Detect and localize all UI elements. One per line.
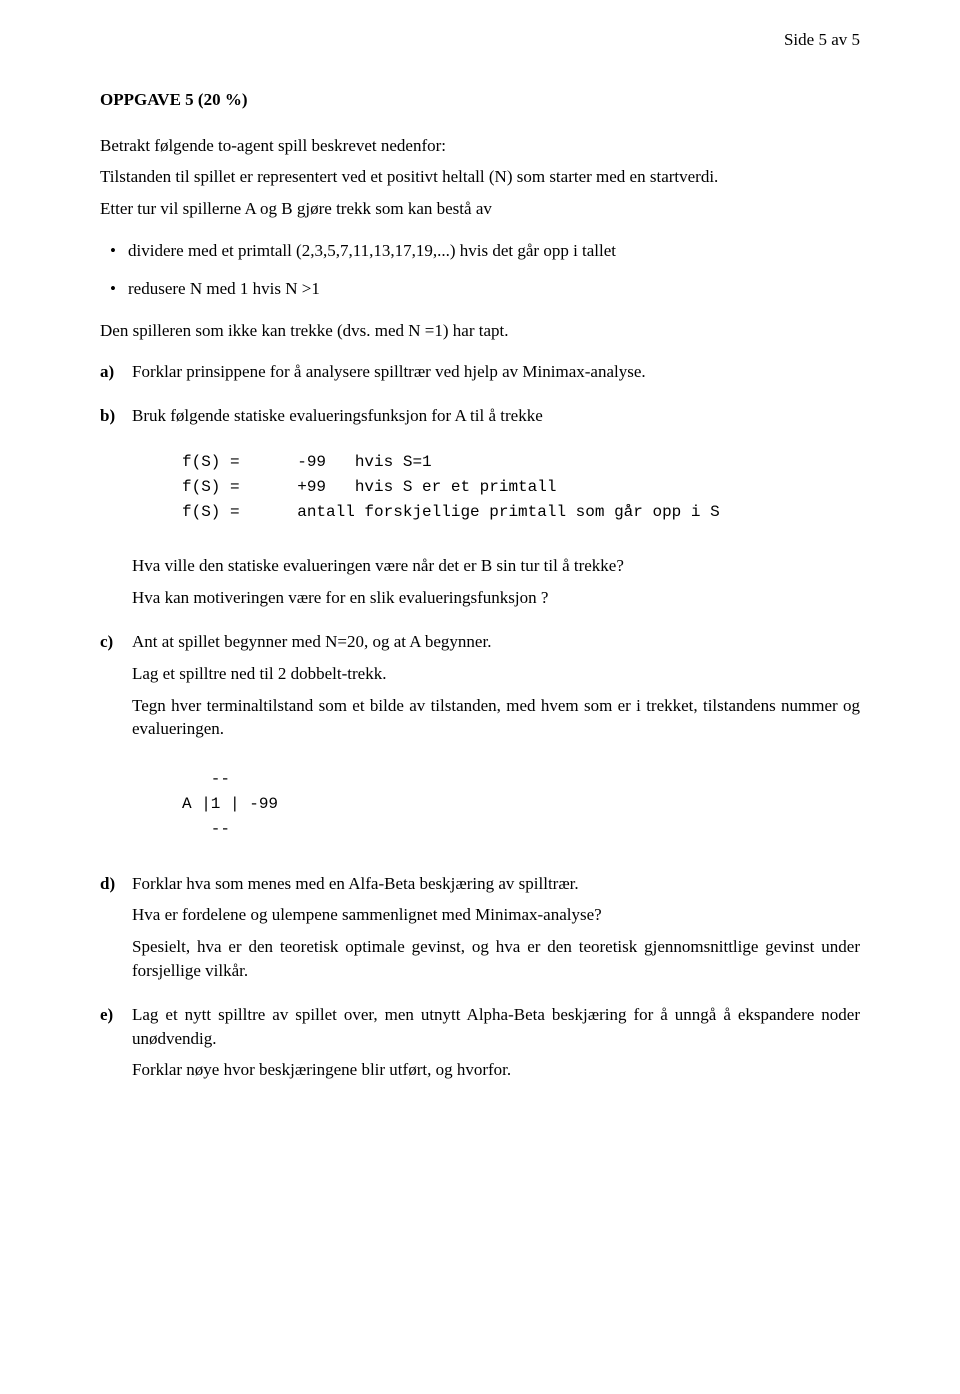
question-text: Hva kan motiveringen være for en slik ev… xyxy=(132,586,860,610)
intro-line-1: Betrakt følgende to-agent spill beskreve… xyxy=(100,134,860,158)
question-text: Lag et nytt spilltre av spillet over, me… xyxy=(132,1003,860,1051)
question-a: a) Forklar prinsippene for å analysere s… xyxy=(100,360,860,384)
question-e: e) Lag et nytt spilltre av spillet over,… xyxy=(100,1003,860,1082)
question-d: d) Forklar hva som menes med en Alfa-Bet… xyxy=(100,872,860,983)
question-list: a) Forklar prinsippene for å analysere s… xyxy=(100,360,860,1082)
question-label: a) xyxy=(100,360,114,384)
question-text: Hva er fordelene og ulempene sammenligne… xyxy=(132,903,860,927)
intro-line-2: Tilstanden til spillet er representert v… xyxy=(100,165,860,189)
question-text: Forklar prinsippene for å analysere spil… xyxy=(132,360,860,384)
bullet-item: dividere med et primtall (2,3,5,7,11,13,… xyxy=(100,239,860,263)
bullet-list: dividere med et primtall (2,3,5,7,11,13,… xyxy=(100,239,860,301)
terminal-state-diagram: -- A |1 | -99 -- xyxy=(182,767,860,841)
question-text: Hva ville den statiske evalueringen være… xyxy=(132,554,860,578)
question-c: c) Ant at spillet begynner med N=20, og … xyxy=(100,630,860,842)
intro-block: Betrakt følgende to-agent spill beskreve… xyxy=(100,134,860,221)
question-text: Ant at spillet begynner med N=20, og at … xyxy=(132,630,860,654)
question-text: Spesielt, hva er den teoretisk optimale … xyxy=(132,935,860,983)
question-text: Forklar nøye hvor beskjæringene blir utf… xyxy=(132,1058,860,1082)
question-label: b) xyxy=(100,404,115,428)
question-text: Forklar hva som menes med en Alfa-Beta b… xyxy=(132,872,860,896)
question-text: Lag et spilltre ned til 2 dobbelt-trekk. xyxy=(132,662,860,686)
evaluation-function-code: f(S) = -99 hvis S=1 f(S) = +99 hvis S er… xyxy=(182,450,860,524)
question-text: Bruk følgende statiske evalueringsfunksj… xyxy=(132,404,860,428)
intro-line-3: Etter tur vil spillerne A og B gjøre tre… xyxy=(100,197,860,221)
question-label: d) xyxy=(100,872,115,896)
question-text: Tegn hver terminaltilstand som et bilde … xyxy=(132,694,860,742)
problem-title: OPPGAVE 5 (20 %) xyxy=(100,88,860,112)
bullet-item: redusere N med 1 hvis N >1 xyxy=(100,277,860,301)
question-b: b) Bruk følgende statiske evalueringsfun… xyxy=(100,404,860,610)
question-label: e) xyxy=(100,1003,113,1027)
outro-text: Den spilleren som ikke kan trekke (dvs. … xyxy=(100,319,860,343)
question-label: c) xyxy=(100,630,113,654)
page-number: Side 5 av 5 xyxy=(100,28,860,52)
